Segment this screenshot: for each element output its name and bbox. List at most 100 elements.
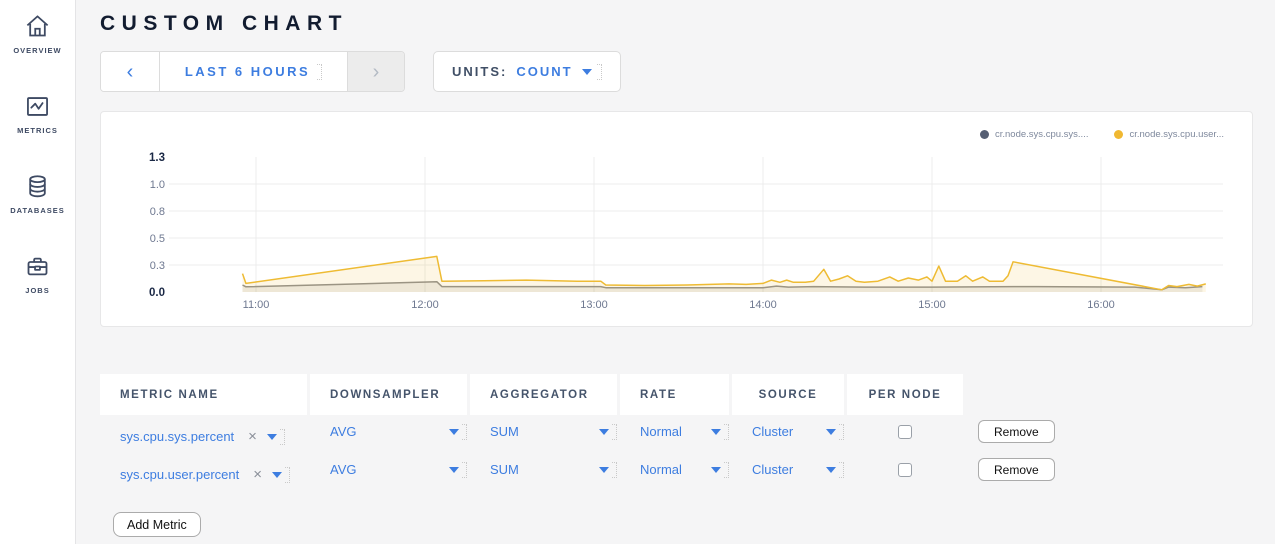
metrics-table: METRIC NAME DOWNSAMPLER AGGREGATOR RATE … — [100, 374, 1275, 537]
time-range-dropdown[interactable]: LAST 6 HOURS — [159, 52, 347, 91]
database-icon — [29, 175, 46, 198]
remove-button[interactable]: Remove — [978, 420, 1055, 443]
select-focus-mark — [279, 428, 285, 445]
svg-text:0.8: 0.8 — [150, 206, 165, 218]
units-label: UNITS: — [452, 64, 508, 79]
time-range-selector: ‹ LAST 6 HOURS › — [100, 51, 405, 92]
table-header-row: METRIC NAME DOWNSAMPLER AGGREGATOR RATE … — [100, 374, 1275, 415]
sidebar-item-jobs[interactable]: JOBS — [0, 240, 75, 320]
chevron-down-icon[interactable] — [272, 471, 282, 478]
svg-text:0.5: 0.5 — [150, 233, 165, 245]
aggregator-select[interactable]: SUM — [470, 415, 617, 448]
chevron-down-icon[interactable] — [266, 433, 277, 440]
page-title: CUSTOM CHART — [100, 12, 348, 35]
svg-text:15:00: 15:00 — [918, 299, 946, 311]
select-focus-mark — [724, 423, 729, 440]
actions-cell: Remove — [966, 453, 1106, 486]
clear-metric-icon[interactable]: × — [253, 466, 262, 483]
units-value: COUNT — [516, 64, 573, 79]
briefcase-icon — [27, 257, 48, 276]
svg-text:12:00: 12:00 — [411, 299, 439, 311]
svg-text:11:00: 11:00 — [243, 299, 270, 311]
per-node-checkbox[interactable] — [898, 424, 912, 439]
svg-text:1.0: 1.0 — [150, 179, 165, 191]
select-focus-mark — [839, 423, 844, 440]
per-node-cell — [847, 453, 963, 486]
downsampler-select[interactable]: AVG — [310, 453, 467, 486]
rate-value: Normal — [640, 424, 682, 439]
chevron-down-icon[interactable] — [599, 428, 609, 435]
select-focus-mark — [285, 466, 290, 483]
per-node-cell — [847, 415, 963, 448]
remove-button[interactable]: Remove — [978, 458, 1055, 481]
metric-name-select[interactable]: sys.cpu.user.percent × — [100, 458, 307, 491]
downsampler-select[interactable]: AVG — [310, 415, 467, 448]
downsampler-value: AVG — [330, 424, 357, 439]
rate-select[interactable]: Normal — [620, 453, 729, 486]
chevron-down-icon[interactable] — [711, 466, 721, 473]
column-header-rate: RATE — [620, 374, 729, 415]
legend-label: cr.node.sys.cpu.user... — [1129, 129, 1224, 140]
rate-select[interactable]: Normal — [620, 415, 729, 448]
column-header-source: SOURCE — [732, 374, 844, 415]
time-prev-button[interactable]: ‹ — [101, 52, 159, 91]
time-next-button[interactable]: › — [347, 52, 404, 91]
toolbar: ‹ LAST 6 HOURS › UNITS: COUNT — [100, 51, 1275, 92]
chevron-down-icon[interactable] — [826, 428, 836, 435]
metric-name-value: sys.cpu.user.percent — [120, 467, 240, 482]
aggregator-value: SUM — [490, 462, 519, 477]
select-focus-mark — [839, 461, 844, 478]
svg-text:16:00: 16:00 — [1087, 299, 1115, 311]
chevron-down-icon[interactable] — [599, 466, 609, 473]
rate-value: Normal — [640, 462, 682, 477]
select-focus-mark — [724, 461, 729, 478]
column-header-metric-name: METRIC NAME — [100, 374, 307, 415]
svg-text:0.3: 0.3 — [150, 260, 165, 272]
clear-metric-icon[interactable]: × — [248, 428, 257, 445]
sidebar: OVERVIEW METRICS DATABASES JOBS — [0, 0, 76, 544]
sidebar-item-label: DATABASES — [10, 206, 65, 215]
metric-name-select[interactable]: sys.cpu.sys.percent × — [100, 420, 307, 453]
source-value: Cluster — [752, 424, 794, 439]
table-body: sys.cpu.sys.percent × AVG SUM Normal — [100, 415, 1275, 491]
series-dot-icon — [980, 130, 989, 139]
svg-text:14:00: 14:00 — [749, 299, 777, 311]
column-header-downsampler: DOWNSAMPLER — [310, 374, 467, 415]
chevron-down-icon[interactable] — [711, 428, 721, 435]
sidebar-item-label: OVERVIEW — [13, 46, 62, 55]
source-select[interactable]: Cluster — [732, 453, 844, 486]
units-selector[interactable]: UNITS: COUNT — [433, 51, 621, 92]
legend-label: cr.node.sys.cpu.sys.... — [995, 129, 1089, 140]
chevron-down-icon[interactable] — [449, 428, 459, 435]
select-focus-mark — [462, 461, 467, 478]
source-select[interactable]: Cluster — [732, 415, 844, 448]
custom-chart-svg: 0.0 0.3 0.5 0.8 1.0 1.3 11:00 12:00 13:00 14:00 15… — [149, 152, 1223, 311]
time-range-label: LAST 6 HOURS — [184, 64, 311, 79]
select-focus-mark — [462, 423, 467, 440]
sidebar-item-metrics[interactable]: METRICS — [0, 80, 75, 160]
add-metric-button[interactable]: Add Metric — [113, 512, 201, 537]
metric-name-value: sys.cpu.sys.percent — [120, 429, 235, 444]
chart-legend: cr.node.sys.cpu.sys.... cr.node.sys.cpu.… — [980, 129, 1224, 140]
column-header-aggregator: AGGREGATOR — [470, 374, 617, 415]
svg-text:0.0: 0.0 — [149, 287, 165, 299]
aggregator-select[interactable]: SUM — [470, 453, 617, 486]
source-value: Cluster — [752, 462, 794, 477]
downsampler-value: AVG — [330, 462, 357, 477]
chevron-down-icon — [581, 68, 592, 75]
sidebar-item-overview[interactable]: OVERVIEW — [0, 0, 75, 80]
sidebar-item-label: METRICS — [17, 126, 58, 135]
actions-cell: Remove — [966, 415, 1106, 448]
sidebar-item-databases[interactable]: DATABASES — [0, 160, 75, 240]
series-dot-icon — [1114, 130, 1124, 139]
chevron-down-icon[interactable] — [826, 466, 836, 473]
legend-item-sys[interactable]: cr.node.sys.cpu.sys.... — [980, 129, 1088, 140]
chevron-down-icon[interactable] — [449, 466, 459, 473]
select-focus-mark — [596, 63, 602, 80]
select-focus-mark — [612, 461, 617, 478]
column-header-actions — [966, 374, 1106, 415]
sidebar-item-label: JOBS — [25, 286, 50, 295]
legend-item-user[interactable]: cr.node.sys.cpu.user... — [1114, 129, 1224, 140]
main-content: CUSTOM CHART ‹ LAST 6 HOURS › UNITS: COU… — [76, 0, 1275, 544]
per-node-checkbox[interactable] — [898, 462, 912, 477]
